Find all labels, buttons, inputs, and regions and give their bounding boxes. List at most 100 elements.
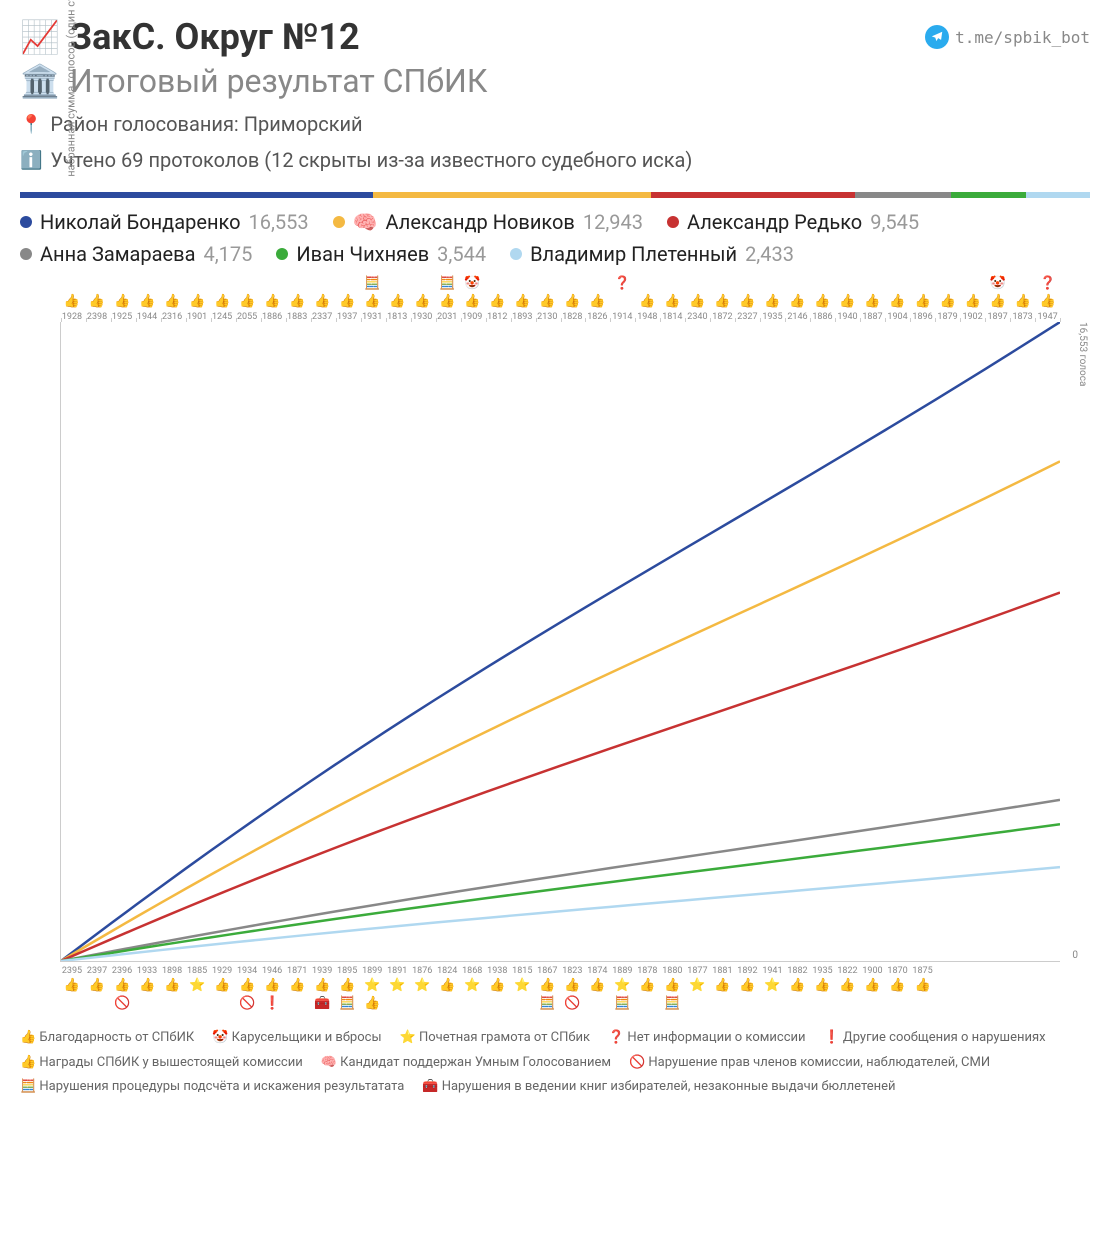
bottom-icon-col: 👍🧮	[335, 978, 359, 1012]
bottom-icon-col: 👍	[485, 978, 509, 1012]
header: 📈 ЗакС. Округ №12 t.me/spbik_bot 🏛️ Итог…	[20, 16, 1090, 172]
commission-label: 1870	[886, 966, 910, 976]
legend-dot	[20, 248, 32, 260]
legend-item: Владимир Плетенный2,433	[510, 242, 794, 266]
marker-icon: ❗	[264, 996, 280, 1012]
color-segment	[951, 192, 1026, 198]
commission-label: 2327	[735, 312, 759, 322]
bottom-icon-col: ⭐🧮	[610, 978, 634, 1012]
commission-label: 2337	[310, 312, 334, 322]
district-line: 📍 Район голосования: Приморский	[20, 112, 1090, 136]
info-text: Учтено 69 протоколов (12 скрыты из-за из…	[50, 148, 692, 172]
marker-icon: 👍	[489, 978, 505, 994]
commission-label: 1868	[460, 966, 484, 976]
commission-label: 1897	[986, 312, 1010, 322]
marker-icon: 👍	[314, 978, 330, 994]
marker-icon: ⭐	[614, 978, 630, 994]
commission-label: 1871	[285, 966, 309, 976]
candidate-votes: 4,175	[203, 242, 252, 266]
marker-icon: ⭐	[464, 978, 480, 994]
top-icon-col: 👍	[385, 276, 409, 310]
top-icon-col: 👍	[560, 276, 584, 310]
bottom-icon-col: 👍🧮	[535, 978, 559, 1012]
color-segment	[855, 192, 951, 198]
marker-icon: 🤡	[989, 276, 1005, 292]
commission-label: 1823	[560, 966, 584, 976]
commission-label: 2031	[435, 312, 459, 322]
footer-legend-item: 🤡 Карусельщики и вбросы	[212, 1030, 381, 1045]
top-icon-col: 👍	[936, 276, 960, 310]
marker-icon: 👍	[239, 978, 255, 994]
commission-label: 1902	[961, 312, 985, 322]
commission-label: 1826	[585, 312, 609, 322]
top-icon-col: 👍	[835, 276, 859, 310]
top-icon-col: 👍	[710, 276, 734, 310]
commission-label: 1824	[435, 966, 459, 976]
marker-icon: 👍	[214, 978, 230, 994]
commission-label: 1875	[911, 966, 935, 976]
commission-label: 1881	[710, 966, 734, 976]
commission-label: 1245	[210, 312, 234, 322]
title-text: ЗакС. Округ №12	[70, 16, 360, 58]
marker-icon: 👍	[764, 294, 780, 310]
marker-icon: 👍	[639, 978, 655, 994]
marker-icon: 👍	[589, 294, 605, 310]
marker-icon: ⭐	[189, 978, 205, 994]
commission-label: 1895	[335, 966, 359, 976]
top-icon-col: 🤡👍	[986, 276, 1010, 310]
marker-icon: 👍	[739, 294, 755, 310]
commission-label: 1898	[160, 966, 184, 976]
top-icon-col: 👍	[510, 276, 534, 310]
legend-dot	[20, 216, 32, 228]
marker-icon: 👍	[139, 294, 155, 310]
marker-icon: 👍	[539, 978, 555, 994]
marker-icon: 👍	[839, 978, 855, 994]
commission-label: 1887	[861, 312, 885, 322]
commission-label	[1011, 966, 1035, 976]
subtitle: 🏛️ Итоговый результат СПбИК	[20, 62, 1090, 100]
marker-icon: 🧮	[339, 996, 355, 1012]
candidate-votes: 12,943	[583, 210, 643, 234]
top-icon-col: 👍	[85, 276, 109, 310]
commission-label: 1812	[485, 312, 509, 322]
marker-icon: 👍	[739, 978, 755, 994]
candidate-name: Владимир Плетенный	[530, 242, 737, 266]
bottom-icon-col: 👍	[635, 978, 659, 1012]
color-bar	[20, 192, 1090, 198]
legend-item: Николай Бондаренко16,553	[20, 210, 309, 234]
marker-icon: 👍	[164, 978, 180, 994]
marker-icon: 🚫	[239, 996, 255, 1012]
commission-label: 2396	[110, 966, 134, 976]
candidate-votes: 3,544	[437, 242, 486, 266]
commission-label: 2055	[235, 312, 259, 322]
marker-icon: 👍	[664, 978, 680, 994]
marker-icon: 👍	[89, 978, 105, 994]
top-icon-col: 👍	[185, 276, 209, 310]
marker-icon: 👍	[264, 294, 280, 310]
commission-label: 1891	[385, 966, 409, 976]
footer-legend-item: 🚫 Нарушение прав членов комиссии, наблюд…	[629, 1055, 990, 1070]
marker-icon: 🧮	[664, 996, 680, 1012]
commission-label: 2397	[85, 966, 109, 976]
marker-icon: 👍	[289, 978, 305, 994]
candidate-name: Александр Редько	[687, 210, 862, 234]
marker-icon: 👍	[689, 294, 705, 310]
commission-label: 1879	[936, 312, 960, 322]
commission-label: 1892	[735, 966, 759, 976]
top-icon-col: ❓👍	[1036, 276, 1060, 310]
commission-label: 2316	[160, 312, 184, 322]
telegram-link[interactable]: t.me/spbik_bot	[925, 25, 1090, 49]
commission-label: 1947	[1036, 312, 1060, 322]
bottom-icon-col: ⭐	[460, 978, 484, 1012]
marker-icon: ⭐	[414, 978, 430, 994]
marker-icon: 👍	[389, 294, 405, 310]
marker-icon: 👍	[114, 294, 130, 310]
footer-legend-item: ❗ Другие сообщения о нарушениях	[824, 1030, 1046, 1045]
marker-icon: ❓	[614, 276, 630, 292]
footer-legend-item: 🧠 Кандидат поддержан Умным Голосованием	[321, 1055, 611, 1070]
commission-label: 1904	[886, 312, 910, 322]
commission-label: 1885	[185, 966, 209, 976]
marker-icon: 🚫	[114, 996, 130, 1012]
bottom-icon-col: 👍	[85, 978, 109, 1012]
marker-icon: 👍	[864, 978, 880, 994]
